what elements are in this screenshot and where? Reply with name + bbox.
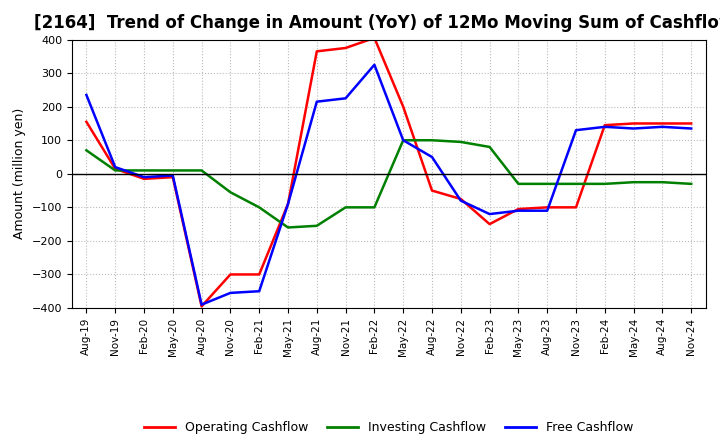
Investing Cashflow (312, 223, 321, 228)
Operating Cashflow (572, 205, 580, 210)
Line: Investing Cashflow: Investing Cashflow (86, 140, 691, 227)
Free Cashflow (399, 138, 408, 143)
Free Cashflow (226, 290, 235, 296)
Free Cashflow (658, 124, 667, 129)
Operating Cashflow (226, 272, 235, 277)
Investing Cashflow (284, 225, 292, 230)
Operating Cashflow (168, 175, 177, 180)
Operating Cashflow (82, 119, 91, 125)
Operating Cashflow (428, 188, 436, 193)
Free Cashflow (341, 95, 350, 101)
Free Cashflow (168, 173, 177, 178)
Investing Cashflow (456, 139, 465, 145)
Investing Cashflow (687, 181, 696, 187)
Operating Cashflow (485, 221, 494, 227)
Free Cashflow (687, 126, 696, 131)
Operating Cashflow (399, 104, 408, 109)
Investing Cashflow (111, 168, 120, 173)
Investing Cashflow (82, 148, 91, 153)
Operating Cashflow (140, 176, 148, 181)
Free Cashflow (82, 92, 91, 98)
Free Cashflow (255, 289, 264, 294)
Free Cashflow (600, 124, 609, 129)
Operating Cashflow (197, 304, 206, 309)
Operating Cashflow (456, 196, 465, 202)
Operating Cashflow (600, 122, 609, 128)
Investing Cashflow (600, 181, 609, 187)
Free Cashflow (572, 128, 580, 133)
Operating Cashflow (687, 121, 696, 126)
Operating Cashflow (514, 206, 523, 212)
Investing Cashflow (629, 180, 638, 185)
Investing Cashflow (168, 168, 177, 173)
Free Cashflow (629, 126, 638, 131)
Free Cashflow (514, 208, 523, 213)
Free Cashflow (284, 202, 292, 207)
Free Cashflow (312, 99, 321, 104)
Free Cashflow (140, 175, 148, 180)
Operating Cashflow (629, 121, 638, 126)
Operating Cashflow (543, 205, 552, 210)
Investing Cashflow (572, 181, 580, 187)
Y-axis label: Amount (million yen): Amount (million yen) (13, 108, 26, 239)
Investing Cashflow (197, 168, 206, 173)
Free Cashflow (370, 62, 379, 67)
Investing Cashflow (341, 205, 350, 210)
Operating Cashflow (341, 45, 350, 51)
Line: Free Cashflow: Free Cashflow (86, 65, 691, 304)
Investing Cashflow (514, 181, 523, 187)
Investing Cashflow (255, 205, 264, 210)
Legend: Operating Cashflow, Investing Cashflow, Free Cashflow: Operating Cashflow, Investing Cashflow, … (139, 416, 639, 439)
Operating Cashflow (312, 49, 321, 54)
Free Cashflow (485, 211, 494, 216)
Investing Cashflow (370, 205, 379, 210)
Free Cashflow (197, 302, 206, 307)
Free Cashflow (543, 208, 552, 213)
Investing Cashflow (399, 138, 408, 143)
Free Cashflow (111, 165, 120, 170)
Operating Cashflow (658, 121, 667, 126)
Investing Cashflow (485, 144, 494, 150)
Operating Cashflow (111, 166, 120, 172)
Free Cashflow (456, 198, 465, 203)
Investing Cashflow (140, 168, 148, 173)
Operating Cashflow (284, 202, 292, 207)
Investing Cashflow (428, 138, 436, 143)
Operating Cashflow (255, 272, 264, 277)
Line: Operating Cashflow: Operating Cashflow (86, 38, 691, 306)
Investing Cashflow (543, 181, 552, 187)
Free Cashflow (428, 154, 436, 160)
Title: [2164]  Trend of Change in Amount (YoY) of 12Mo Moving Sum of Cashflows: [2164] Trend of Change in Amount (YoY) o… (34, 15, 720, 33)
Investing Cashflow (226, 190, 235, 195)
Operating Cashflow (370, 35, 379, 40)
Investing Cashflow (658, 180, 667, 185)
